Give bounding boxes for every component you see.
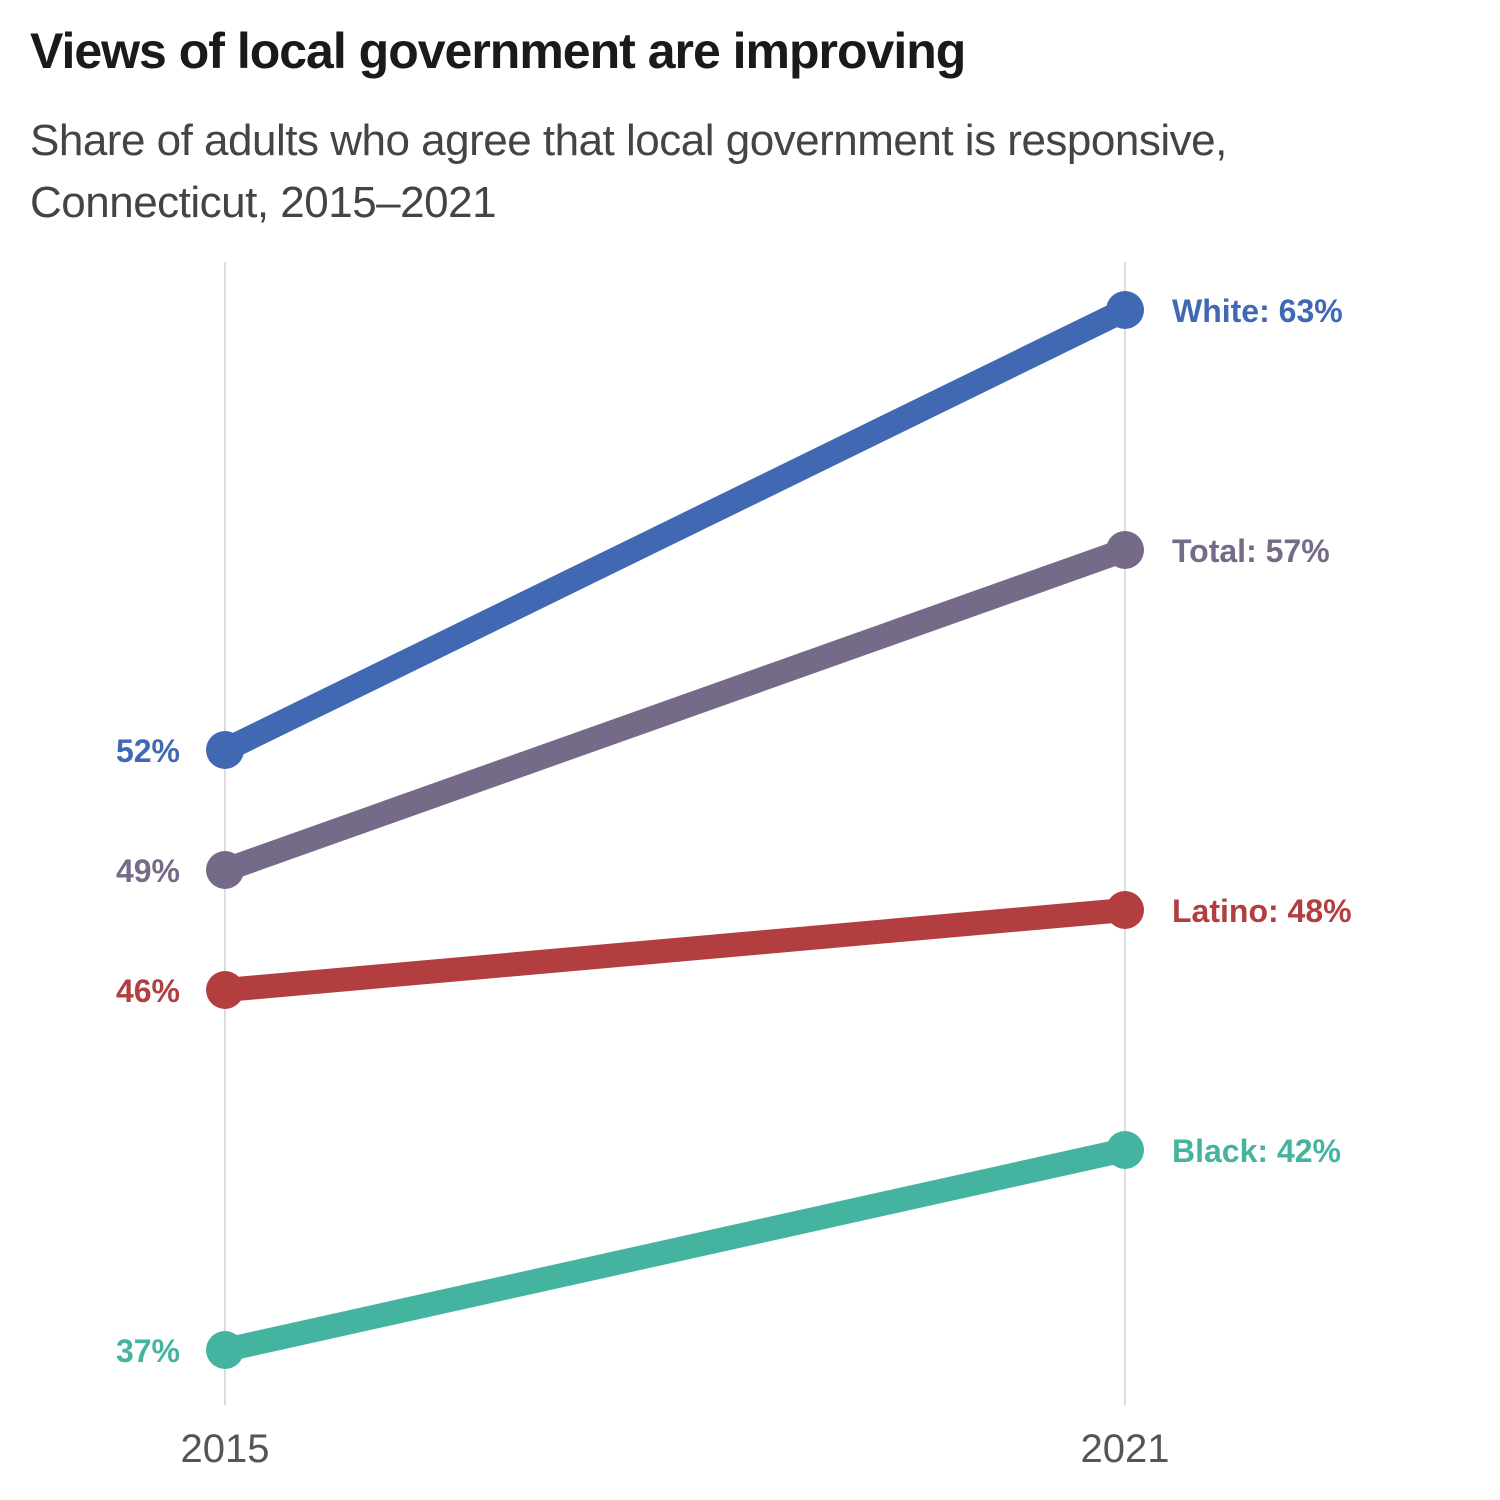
- gridlines: [224, 262, 1126, 1405]
- point-latino-2015: [206, 971, 244, 1009]
- point-total-2021: [1106, 531, 1144, 569]
- start-label-black: 37%: [116, 1333, 180, 1369]
- chart-subtitle: Share of adults who agree that local gov…: [30, 116, 1227, 227]
- series-line-white: [213, 298, 1137, 762]
- labels: 2015 2021 52% White: 63% 49% Total: 57% 46% Lat…: [116, 293, 1352, 1471]
- start-label-latino: 46%: [116, 973, 180, 1009]
- point-black-2015: [206, 1331, 244, 1369]
- end-label-black: Black: 42%: [1172, 1133, 1341, 1169]
- series-lines: [206, 291, 1144, 1369]
- end-label-white: White: 63%: [1172, 293, 1343, 329]
- series-line-latino: [213, 898, 1137, 1002]
- start-label-white: 52%: [116, 733, 180, 769]
- point-black-2021: [1106, 1131, 1144, 1169]
- series-line-total: [213, 538, 1137, 882]
- point-white-2021: [1106, 291, 1144, 329]
- series-line-black: [213, 1138, 1137, 1362]
- x-tick-label-2015: 2015: [181, 1427, 270, 1471]
- start-label-total: 49%: [116, 853, 180, 889]
- point-total-2015: [206, 851, 244, 889]
- chart-title: Views of local government are improving: [30, 23, 966, 79]
- end-label-total: Total: 57%: [1172, 533, 1330, 569]
- x-tick-label-2021: 2021: [1081, 1427, 1170, 1471]
- point-latino-2021: [1106, 891, 1144, 929]
- point-white-2015: [206, 731, 244, 769]
- end-label-latino: Latino: 48%: [1172, 893, 1352, 929]
